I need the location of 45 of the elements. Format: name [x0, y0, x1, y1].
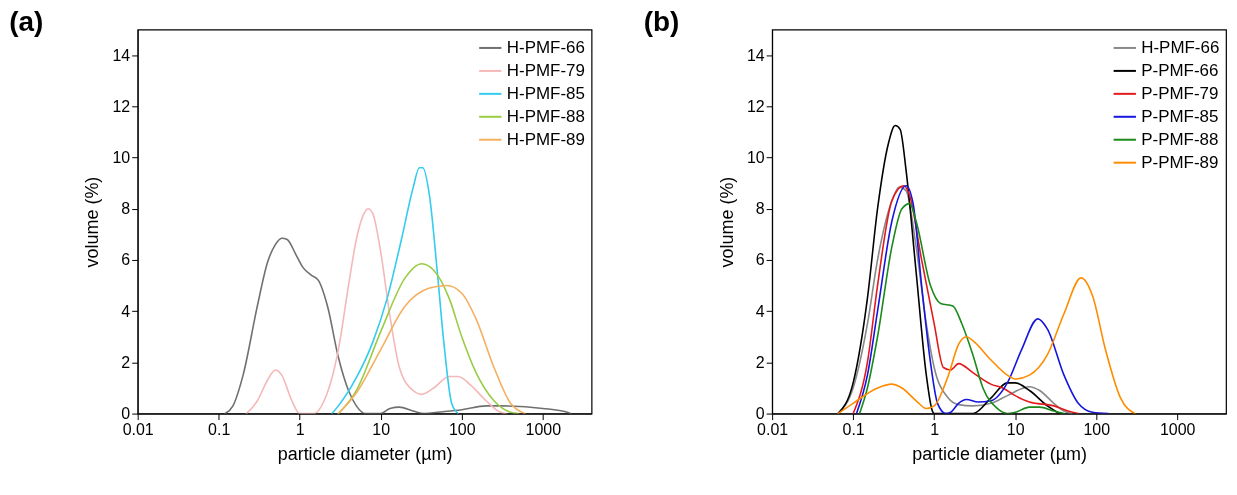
x-tick-label: 0.1 [208, 421, 231, 439]
y-tick-label: 10 [746, 149, 765, 167]
x-tick-label: 0.01 [122, 421, 154, 439]
x-tick-label: 1 [295, 421, 305, 439]
x-axis-title: particle diameter (µm) [912, 443, 1087, 464]
y-tick-label: 2 [755, 353, 765, 371]
y-tick-label: 12 [112, 97, 131, 115]
x-tick-label: 0.01 [757, 421, 789, 439]
y-tick-label: 0 [121, 405, 131, 423]
legend-label: P-PMF-79 [1141, 83, 1219, 103]
y-axis-title: volume (%) [716, 176, 737, 268]
x-tick-label: 1000 [525, 421, 562, 439]
legend-label: H-PMF-79 [506, 60, 585, 80]
chart-title: (b) [643, 6, 680, 38]
x-tick-label: 100 [1083, 421, 1111, 439]
y-tick-label: 14 [746, 46, 765, 64]
y-axis-title: volume (%) [82, 176, 103, 268]
y-tick-label: 8 [121, 200, 131, 218]
y-tick-label: 6 [121, 251, 131, 269]
y-tick-label: 4 [121, 302, 131, 320]
x-tick-label: 1 [930, 421, 940, 439]
x-tick-label: 10 [372, 421, 391, 439]
y-tick-label: 4 [755, 302, 765, 320]
y-tick-label: 6 [755, 251, 765, 269]
y-tick-label: 8 [755, 200, 765, 218]
x-tick-label: 10 [1006, 421, 1025, 439]
legend-label: P-PMF-88 [1141, 129, 1219, 149]
x-axis-title: particle diameter (µm) [277, 443, 453, 464]
legend-label: H-PMF-66 [506, 37, 585, 57]
legend-label: H-PMF-85 [506, 83, 585, 103]
x-tick-label: 100 [448, 421, 476, 439]
legend-label: P-PMF-85 [1141, 106, 1219, 126]
legend-label: H-PMF-88 [506, 106, 585, 126]
x-tick-label: 0.1 [842, 421, 865, 439]
chart-title: (a) [9, 6, 44, 38]
legend-label: H-PMF-89 [506, 129, 585, 149]
legend-label: P-PMF-66 [1141, 60, 1219, 80]
y-tick-label: 0 [755, 405, 765, 423]
y-tick-label: 2 [121, 353, 131, 371]
legend-label: H-PMF-66 [1141, 37, 1220, 57]
legend-label: P-PMF-89 [1141, 152, 1219, 172]
y-tick-label: 12 [746, 97, 765, 115]
x-tick-label: 1000 [1159, 421, 1196, 439]
y-tick-label: 14 [112, 46, 131, 64]
y-tick-label: 10 [112, 149, 131, 167]
